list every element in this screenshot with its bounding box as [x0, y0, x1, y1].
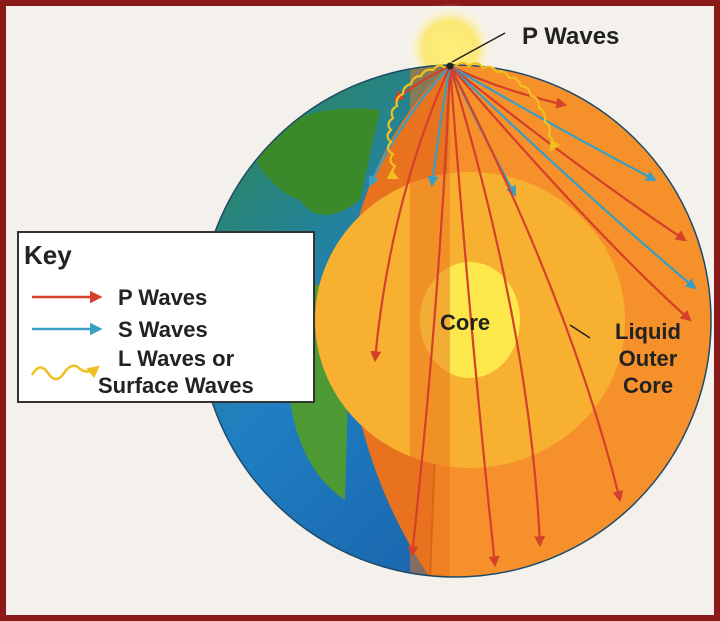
- key-label: L Waves or: [118, 346, 235, 371]
- surface-wave: [386, 64, 446, 179]
- p-wave-ray: [449, 65, 692, 322]
- key-label: P Waves: [118, 285, 207, 310]
- key-swatch: [30, 364, 100, 381]
- p-wave-ray: [448, 65, 500, 568]
- surface-wave: [454, 61, 561, 152]
- key-label: S Waves: [118, 317, 208, 342]
- p-wave-ray: [370, 65, 452, 363]
- outer-core-label: Core: [623, 373, 673, 398]
- key: Key P Waves S Waves L Waves or Surface W…: [17, 231, 315, 403]
- p-wave-ray: [449, 65, 568, 109]
- rays: [368, 65, 697, 568]
- s-wave-ray: [449, 65, 697, 290]
- leader-line: [451, 32, 506, 63]
- p-wave-ray: [449, 65, 687, 242]
- focus-label: P Waves: [522, 23, 619, 50]
- outer-core-label: Liquid: [615, 319, 681, 344]
- p-wave-ray: [449, 65, 624, 503]
- s-wave-ray: [449, 65, 657, 182]
- land: [250, 108, 380, 215]
- key-title: Key: [24, 240, 72, 270]
- focus-point: [446, 62, 454, 70]
- key-label: Surface Waves: [98, 373, 254, 398]
- core-label: Core: [440, 310, 490, 335]
- p-wave-ray: [448, 65, 546, 548]
- s-wave-ray: [368, 65, 451, 187]
- outer-core-label: Outer: [619, 346, 678, 371]
- leader-line: [569, 324, 591, 339]
- s-wave-ray: [427, 65, 452, 188]
- p-wave-ray: [407, 65, 452, 558]
- key-box: [17, 231, 315, 403]
